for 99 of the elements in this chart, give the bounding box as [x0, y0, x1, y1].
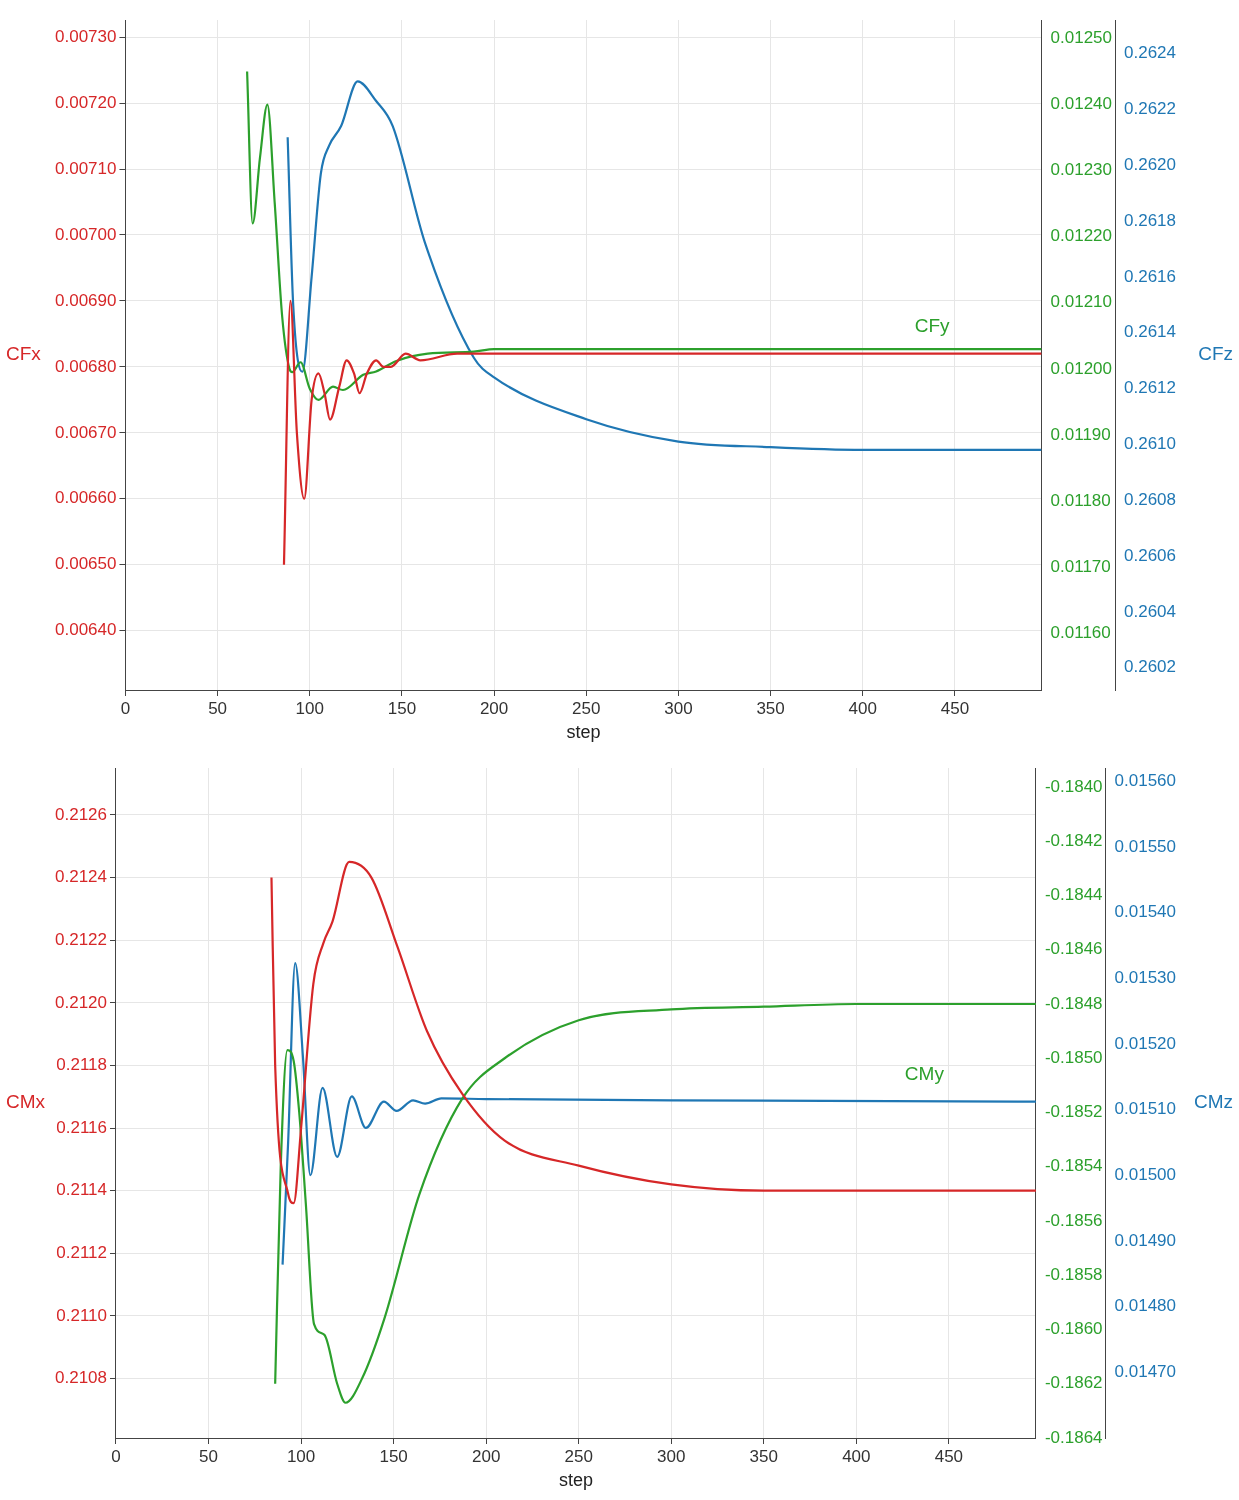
- x-tick-label: 250: [572, 698, 601, 718]
- line-series: [274, 1002, 1036, 1404]
- y2-tick-label: -0.1860: [1044, 1319, 1103, 1339]
- y-tick-label: 0.2114: [56, 1180, 107, 1200]
- x-tick-label: 300: [664, 698, 693, 718]
- y3-tick-label: 0.01470: [1114, 1362, 1176, 1381]
- y-tick-label: 0.2122: [55, 929, 107, 949]
- y3-tick-label: 0.2616: [1124, 266, 1176, 286]
- y-tick-label: 0.2126: [55, 804, 107, 824]
- x-tick-label: 50: [199, 1446, 218, 1466]
- x-tick-label: 400: [842, 1446, 871, 1466]
- y-tick-label: 0.2110: [56, 1305, 107, 1325]
- y2-tick-label: -0.1858: [1044, 1264, 1103, 1284]
- y3-tick-label: 0.01490: [1114, 1230, 1176, 1250]
- y2-tick-label: 0.01220: [1050, 226, 1113, 246]
- x-tick-label: 450: [934, 1446, 964, 1466]
- y-tick-label: 0.00650: [55, 554, 117, 574]
- y-tick-label: 0.2124: [55, 867, 107, 887]
- y-axis-title: CMx: [6, 1091, 46, 1113]
- x-tick-label: 350: [756, 698, 785, 718]
- y2-tick-label: -0.1852: [1044, 1102, 1103, 1122]
- y2-axis-title: CMy: [904, 1063, 945, 1085]
- x-tick-label: 0: [111, 1446, 121, 1466]
- y-tick-label: 0.2112: [56, 1242, 107, 1262]
- y3-tick-label: 0.2604: [1124, 601, 1176, 621]
- y2-tick-label: 0.01190: [1050, 424, 1111, 444]
- line-series: [270, 860, 1036, 1205]
- x-tick-label: 450: [940, 698, 970, 718]
- y3-tick-label: 0.2610: [1124, 434, 1176, 454]
- x-tick-label: 50: [208, 698, 228, 718]
- y2-tick-label: 0.01210: [1050, 292, 1113, 312]
- x-tick-label: 150: [379, 1446, 408, 1466]
- y-tick-label: 0.00690: [55, 290, 117, 310]
- y3-tick-label: 0.01530: [1114, 967, 1176, 987]
- y2-axis-title: CFy: [914, 315, 951, 337]
- line-series: [286, 80, 1042, 452]
- y2-tick-label: -0.1840: [1044, 776, 1103, 796]
- y3-axis-title: CMz: [1193, 1091, 1233, 1113]
- y2-tick-label: 0.01180: [1050, 490, 1111, 510]
- y2-tick-label: -0.1862: [1044, 1373, 1103, 1393]
- y-tick-label: 0.2118: [56, 1055, 107, 1075]
- y-tick-label: 0.2116: [56, 1117, 107, 1137]
- y2-tick-label: 0.01160: [1050, 622, 1111, 642]
- y2-tick-label: 0.01170: [1050, 556, 1111, 576]
- y3-tick-label: 0.2612: [1124, 378, 1176, 398]
- line-series: [281, 961, 1036, 1266]
- y2-tick-label: -0.1854: [1044, 1156, 1103, 1176]
- x-axis-title: step: [566, 722, 601, 743]
- y-tick-label: 0.00670: [55, 422, 117, 442]
- y2-tick-label: 0.01200: [1050, 358, 1113, 378]
- x-tick-label: 100: [295, 698, 324, 718]
- y3-tick-label: 0.01510: [1114, 1099, 1176, 1119]
- y3-tick-label: 0.01540: [1114, 902, 1176, 922]
- y3-tick-label: 0.2602: [1124, 657, 1176, 677]
- x-tick-label: 100: [286, 1446, 316, 1466]
- x-tick-label: 200: [479, 698, 509, 718]
- y3-tick-label: 0.2624: [1124, 43, 1176, 63]
- y2-tick-label: -0.1842: [1044, 830, 1103, 850]
- x-tick-label: 400: [848, 698, 877, 718]
- line-series: [246, 70, 1042, 402]
- y2-tick-label: -0.1850: [1044, 1047, 1103, 1067]
- y2-tick-label: -0.1848: [1044, 993, 1103, 1013]
- y2-tick-label: 0.01240: [1050, 94, 1113, 114]
- y3-tick-label: 0.01550: [1114, 836, 1176, 856]
- y3-tick-label: 0.01520: [1114, 1033, 1176, 1053]
- y3-tick-label: 0.2614: [1124, 322, 1176, 342]
- y-tick-label: 0.2108: [55, 1368, 107, 1388]
- y-tick-label: 0.2120: [55, 992, 107, 1012]
- y2-tick-label: -0.1864: [1044, 1427, 1103, 1447]
- y2-tick-label: -0.1844: [1044, 885, 1103, 905]
- x-tick-label: 250: [564, 1446, 593, 1466]
- y3-tick-label: 0.2622: [1124, 99, 1176, 119]
- y-tick-label: 0.00700: [55, 224, 117, 244]
- y2-tick-label: -0.1846: [1044, 939, 1103, 959]
- y3-tick-label: 0.2618: [1124, 210, 1176, 230]
- y-tick-label: 0.00680: [55, 356, 117, 376]
- y-tick-label: 0.00710: [55, 158, 117, 178]
- line-series: [282, 299, 1042, 566]
- y3-tick-label: 0.01500: [1114, 1164, 1176, 1184]
- y2-tick-label: 0.01250: [1050, 28, 1113, 48]
- x-tick-label: 350: [749, 1446, 778, 1466]
- y3-tick-label: 0.2608: [1124, 489, 1176, 509]
- x-tick-label: 200: [471, 1446, 501, 1466]
- x-tick-label: 150: [387, 698, 417, 718]
- y3-axis-title: CFz: [1198, 343, 1233, 365]
- x-tick-label: 300: [657, 1446, 686, 1466]
- y-tick-label: 0.00660: [55, 488, 117, 508]
- x-axis-title: step: [558, 1470, 593, 1491]
- y2-tick-label: 0.01230: [1050, 160, 1113, 180]
- y3-tick-label: 0.2606: [1124, 545, 1176, 565]
- y-tick-label: 0.00730: [55, 26, 117, 46]
- y3-tick-label: 0.2620: [1124, 154, 1176, 174]
- y3-tick-label: 0.01560: [1114, 770, 1176, 790]
- y-tick-label: 0.00720: [55, 92, 117, 112]
- y-tick-label: 0.00640: [55, 620, 117, 640]
- x-tick-label: 0: [120, 698, 131, 718]
- y3-tick-label: 0.01480: [1114, 1296, 1176, 1316]
- y-axis-title: CFx: [6, 343, 42, 365]
- y2-tick-label: -0.1856: [1044, 1210, 1103, 1230]
